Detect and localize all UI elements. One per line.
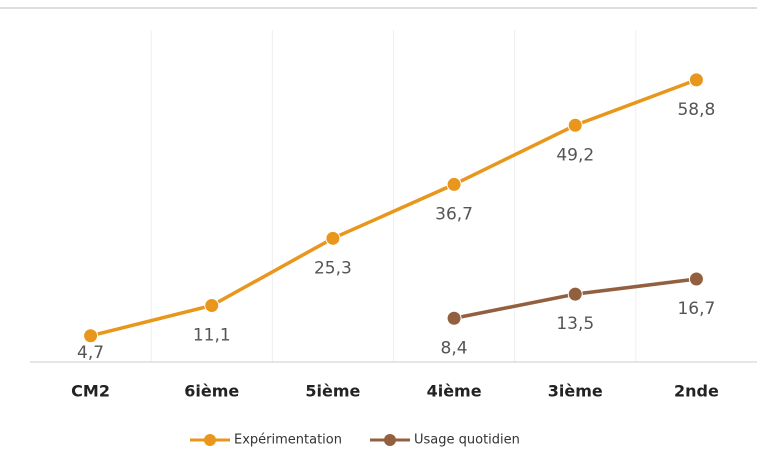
point <box>567 117 583 133</box>
data-label: 25,3 <box>314 258 352 278</box>
point <box>688 72 704 88</box>
data-label: 36,7 <box>435 204 473 224</box>
x-tick-label: 6ième <box>184 382 239 401</box>
x-tick-label: CM2 <box>71 382 110 401</box>
x-tick-label: 3ième <box>548 382 603 401</box>
point <box>325 230 341 246</box>
legend-label: Expérimentation <box>234 433 342 448</box>
data-label: 11,1 <box>193 325 231 345</box>
legend-label: Usage quotidien <box>414 433 520 448</box>
data-label: 8,4 <box>441 338 468 358</box>
series-line <box>90 78 698 338</box>
data-label: 13,5 <box>556 314 594 334</box>
x-tick-label: 5ième <box>305 382 360 401</box>
legend-marker <box>383 434 396 446</box>
data-label: 16,7 <box>677 299 715 319</box>
x-tick-label: 4ième <box>427 382 482 401</box>
legend-marker <box>204 434 216 446</box>
data-label: 58,8 <box>677 100 715 120</box>
point <box>83 328 99 344</box>
point <box>204 297 220 313</box>
point <box>446 176 462 192</box>
point <box>567 286 583 302</box>
data-label: 49,2 <box>556 145 594 165</box>
x-tick-label: 2nde <box>674 382 719 401</box>
point <box>688 271 704 287</box>
data-label: 4,7 <box>77 343 104 363</box>
point <box>446 310 462 326</box>
